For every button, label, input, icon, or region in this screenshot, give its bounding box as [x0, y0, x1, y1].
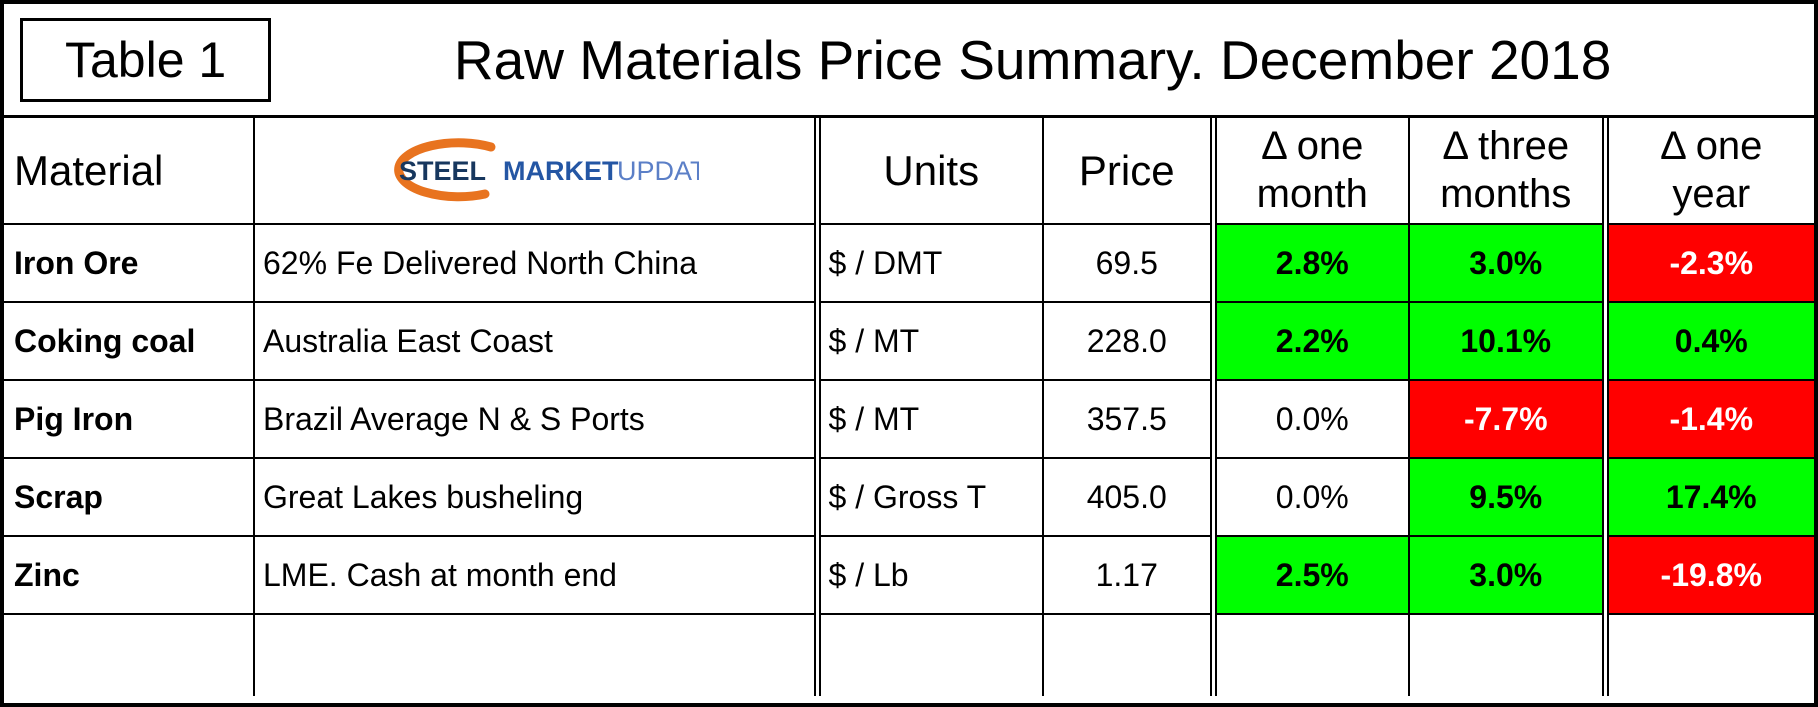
col-header-delta-three-months: Δ three months: [1408, 118, 1606, 225]
table-row-coking-coal: Coking coal Australia East Coast $ / MT …: [4, 301, 1814, 381]
delta-three-months-cell: -7.7%: [1408, 379, 1606, 459]
material-cell: Pig Iron: [4, 379, 255, 459]
units-cell: $ / DMT: [813, 224, 1044, 303]
delta-three-months-cell: 3.0%: [1408, 224, 1606, 303]
price-cell: 405.0: [1042, 457, 1214, 537]
description-cell: LME. Cash at month end: [253, 535, 818, 615]
col-header-delta-one-month: Δ one month: [1209, 118, 1410, 225]
material-cell: Scrap: [4, 457, 255, 537]
delta-one-year-cell: -2.3%: [1601, 224, 1814, 303]
empty-cell: [1408, 613, 1606, 696]
units-cell: $ / Gross T: [813, 457, 1044, 537]
table-row-zinc: Zinc LME. Cash at month end $ / Lb 1.17 …: [4, 535, 1814, 615]
delta-three-months-cell: 9.5%: [1408, 457, 1606, 537]
steel-market-update-logo: STEEL MARKET UPDATE: [263, 131, 806, 211]
material-cell: Zinc: [4, 535, 255, 615]
table-row-pig-iron: Pig Iron Brazil Average N & S Ports $ / …: [4, 379, 1814, 459]
delta-one-year-cell: 0.4%: [1601, 301, 1814, 381]
description-cell: Australia East Coast: [253, 301, 818, 381]
material-cell: Iron Ore: [4, 224, 255, 303]
empty-cell: [813, 613, 1044, 696]
material-cell: Coking coal: [4, 301, 255, 381]
description-cell: 62% Fe Delivered North China: [253, 224, 818, 303]
logo-market-text: MARKET: [503, 156, 619, 186]
empty-footer-row: [4, 613, 1814, 696]
units-cell: $ / MT: [813, 301, 1044, 381]
units-cell: $ / MT: [813, 379, 1044, 459]
price-cell: 1.17: [1042, 535, 1214, 615]
delta-one-month-cell: 2.5%: [1209, 535, 1410, 615]
logo-cell: STEEL MARKET UPDATE: [253, 118, 818, 225]
logo-graphic: STEEL MARKET UPDATE: [394, 137, 699, 201]
empty-cell: [1042, 613, 1214, 696]
description-cell: Great Lakes busheling: [253, 457, 818, 537]
delta-one-year-cell: 17.4%: [1601, 457, 1814, 537]
raw-materials-price-table: Material STEEL MARKET UPDATE Units Price…: [4, 118, 1814, 696]
empty-cell: [253, 613, 818, 696]
price-cell: 69.5: [1042, 224, 1214, 303]
empty-cell: [1601, 613, 1814, 696]
units-cell: $ / Lb: [813, 535, 1044, 615]
delta-one-month-cell: 2.2%: [1209, 301, 1410, 381]
price-cell: 357.5: [1042, 379, 1214, 459]
table-row-scrap: Scrap Great Lakes busheling $ / Gross T …: [4, 457, 1814, 537]
title-band: Table 1 Raw Materials Price Summary. Dec…: [4, 4, 1814, 118]
delta-three-months-cell: 3.0%: [1408, 535, 1606, 615]
delta-one-year-cell: -1.4%: [1601, 379, 1814, 459]
delta-three-months-cell: 10.1%: [1408, 301, 1606, 381]
price-cell: 228.0: [1042, 301, 1214, 381]
col-header-delta-one-year: Δ one year: [1601, 118, 1814, 225]
empty-cell: [4, 613, 255, 696]
empty-cell: [1209, 613, 1410, 696]
header-row: Material STEEL MARKET UPDATE Units Price…: [4, 118, 1814, 225]
col-header-material: Material: [4, 118, 255, 225]
logo-steel-text: STEEL: [399, 156, 486, 186]
logo-swoosh-icon: [394, 137, 496, 201]
delta-one-month-cell: 2.8%: [1209, 224, 1410, 303]
logo-update-text: UPDATE: [617, 156, 699, 186]
delta-one-month-cell: 0.0%: [1209, 457, 1410, 537]
page-title: Raw Materials Price Summary. December 20…: [453, 28, 1612, 91]
table-number-label: Table 1: [20, 17, 272, 102]
delta-one-year-cell: -19.8%: [1601, 535, 1814, 615]
col-header-price: Price: [1042, 118, 1214, 225]
description-cell: Brazil Average N & S Ports: [253, 379, 818, 459]
delta-one-month-cell: 0.0%: [1209, 379, 1410, 459]
col-header-units: Units: [813, 118, 1044, 225]
table-row-iron-ore: Iron Ore 62% Fe Delivered North China $ …: [4, 224, 1814, 303]
